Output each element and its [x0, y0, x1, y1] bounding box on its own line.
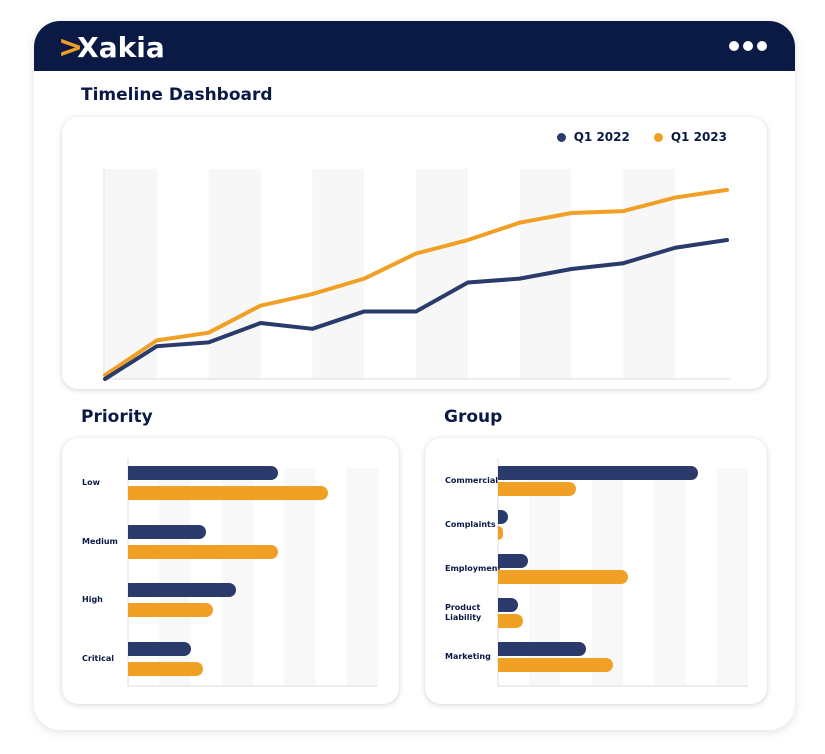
- bar-q1-2022: [128, 466, 278, 480]
- category-label: Commercial: [445, 476, 499, 485]
- bar-q1-2022: [498, 554, 528, 568]
- category-label: Marketing: [445, 652, 491, 661]
- bar-q1-2022: [498, 510, 508, 524]
- bar-q1-2022: [128, 641, 191, 656]
- category-label: Low: [82, 478, 100, 487]
- page-title: Timeline Dashboard: [81, 85, 273, 105]
- bar-q1-2023: [128, 544, 278, 559]
- dashboard-window: > Xakia Timeline Dashboard Q1 2022 Q1 20…: [34, 21, 795, 730]
- category-label: Complaints: [445, 520, 496, 529]
- category-label: Employment: [445, 564, 502, 573]
- series-line-q1-2023: [103, 187, 729, 378]
- priority-chart-card: Low Medium High Critical: [62, 438, 399, 704]
- logo-chevron-icon: >: [58, 30, 83, 65]
- bar-q1-2023: [498, 482, 576, 496]
- bar-chart-grid: [127, 458, 378, 687]
- bar-q1-2022: [498, 466, 698, 480]
- more-dots-icon[interactable]: [729, 41, 767, 51]
- legend-dot: [653, 132, 663, 142]
- bar-q1-2022: [128, 583, 236, 597]
- category-label: High: [82, 595, 103, 604]
- bar-q1-2023: [128, 486, 328, 500]
- series-line-q1-2022: [103, 238, 729, 381]
- group-chart-card: Commercial Complaints Employment Product Li…: [425, 438, 767, 704]
- legend-item-q1-2023: Q1 2023: [653, 130, 727, 144]
- priority-title: Priority: [81, 407, 153, 427]
- logo-text: Xakia: [77, 31, 165, 64]
- legend-dot: [556, 132, 566, 142]
- xakia-logo[interactable]: > Xakia: [58, 30, 165, 65]
- legend-item-q1-2022: Q1 2022: [556, 130, 630, 144]
- bar-q1-2023: [498, 526, 503, 540]
- category-label: Medium: [82, 536, 118, 546]
- bar-q1-2023: [498, 570, 628, 584]
- chart-legend: Q1 2022 Q1 2023: [556, 130, 727, 144]
- bar-q1-2023: [128, 661, 203, 676]
- category-label: Critical: [82, 653, 115, 663]
- top-bar: > Xakia: [34, 21, 795, 71]
- grid-band: [312, 169, 365, 379]
- legend-label: Q1 2022: [573, 130, 630, 144]
- bar-q1-2022: [128, 524, 206, 539]
- category-label: Product Liability: [445, 603, 482, 622]
- bar-q1-2023: [498, 658, 613, 672]
- bar-q1-2022: [498, 598, 518, 612]
- timeline-chart-card: Q1 2022 Q1 2023: [62, 117, 767, 389]
- grid-band: [416, 169, 468, 379]
- bar-q1-2023: [128, 603, 213, 617]
- legend-label: Q1 2023: [670, 130, 727, 144]
- grid-band: [208, 169, 261, 379]
- timeline-line-chart: [103, 169, 730, 381]
- group-title: Group: [444, 407, 503, 427]
- bar-q1-2023: [498, 614, 523, 628]
- bar-q1-2022: [498, 642, 586, 656]
